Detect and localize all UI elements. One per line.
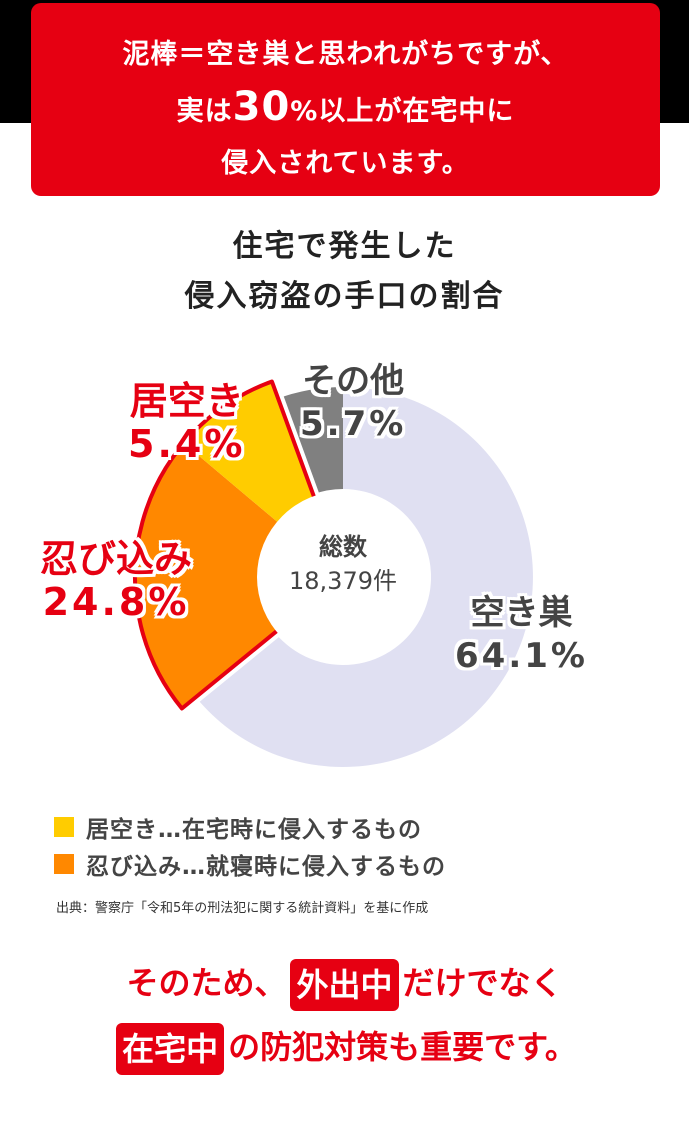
headline-line-2-post: 以上が在宅中に xyxy=(318,96,515,127)
headline-banner: 泥棒＝空き巣と思われがちですが、 実は30%以上が在宅中に 侵入されています。 xyxy=(31,3,660,196)
headline-line-1: 泥棒＝空き巣と思われがちですが、 xyxy=(122,39,569,70)
label-iaki: 居空き 5.4% xyxy=(128,380,245,466)
bottom-row-2-post: の防犯対策も重要です。 xyxy=(228,1028,577,1066)
headline-percent-sign: % xyxy=(290,96,319,127)
bottom-message-row-1: そのため、 外出中 だけでなく xyxy=(0,952,689,1014)
legend-item-iaki: 居空き…在宅時に侵入するもの xyxy=(54,808,446,845)
label-other: その他 5.7% xyxy=(300,360,406,446)
donut-chart-svg xyxy=(129,375,533,767)
legend-swatch-yellow-icon xyxy=(54,816,74,837)
headline-line-2: 実は30%以上が在宅中に xyxy=(31,81,660,138)
chart-title: 住宅で発生した 侵入窃盗の手口の割合 xyxy=(0,222,689,322)
bottom-message-row-2: 在宅中 の防犯対策も重要です。 xyxy=(0,1016,689,1078)
legend-label: 居空き…在宅時に侵入するもの xyxy=(86,816,422,843)
donut-chart: その他 5.7% 居空き 5.4% 忍び込み 24.8% 空き巣 64.1% 総… xyxy=(0,340,689,800)
label-iaki-name: 居空き xyxy=(129,379,244,423)
label-shinobikomi-name: 忍び込み xyxy=(40,537,193,581)
center-total: 18,379件 xyxy=(289,567,397,595)
headline-line-3: 侵入されています。 xyxy=(221,148,470,179)
chart-title-line-2: 侵入窃盗の手口の割合 xyxy=(184,279,505,314)
legend: 居空き…在宅時に侵入するもの 忍び込み…就寝時に侵入するもの xyxy=(54,808,446,882)
legend-swatch-orange-icon xyxy=(54,853,74,874)
legend-item-shinobikomi: 忍び込み…就寝時に侵入するもの xyxy=(54,845,446,882)
donut-center-label: 総数 18,379件 xyxy=(263,530,423,598)
label-akisu-name: 空き巣 xyxy=(470,593,573,633)
label-other-value: 5.7% xyxy=(300,404,407,444)
donut-hole xyxy=(257,491,429,663)
bottom-message: そのため、 外出中 だけでなく 在宅中 の防犯対策も重要です。 xyxy=(0,952,689,1078)
label-shinobikomi: 忍び込み 24.8% xyxy=(40,538,192,624)
label-shinobikomi-value: 24.8% xyxy=(42,580,190,624)
tag-gaishutsuchu: 外出中 xyxy=(290,959,399,1011)
tag-zaitakuchu: 在宅中 xyxy=(116,1023,225,1075)
segment-shinobikomi xyxy=(135,443,284,709)
label-akisu: 空き巣 64.1% xyxy=(455,592,588,678)
bottom-row-1-post: だけでなく xyxy=(402,964,563,1002)
bottom-row-1-pre: そのため、 xyxy=(126,964,287,1002)
source-note: 出典：警察庁「令和5年の刑法犯に関する統計資料」を基に作成 xyxy=(56,901,429,916)
label-iaki-value: 5.4% xyxy=(128,422,246,466)
label-akisu-value: 64.1% xyxy=(455,636,588,676)
chart-title-line-1: 住宅で発生した xyxy=(232,229,457,264)
segment-other xyxy=(276,386,343,495)
segment-akisu xyxy=(195,387,533,767)
center-title: 総数 xyxy=(319,533,367,561)
headline-line-2-pre: 実は xyxy=(176,96,233,127)
label-other-name: その他 xyxy=(302,361,405,401)
legend-label: 忍び込み…就寝時に侵入するもの xyxy=(86,853,446,880)
headline-percent-number: 30 xyxy=(232,84,291,130)
